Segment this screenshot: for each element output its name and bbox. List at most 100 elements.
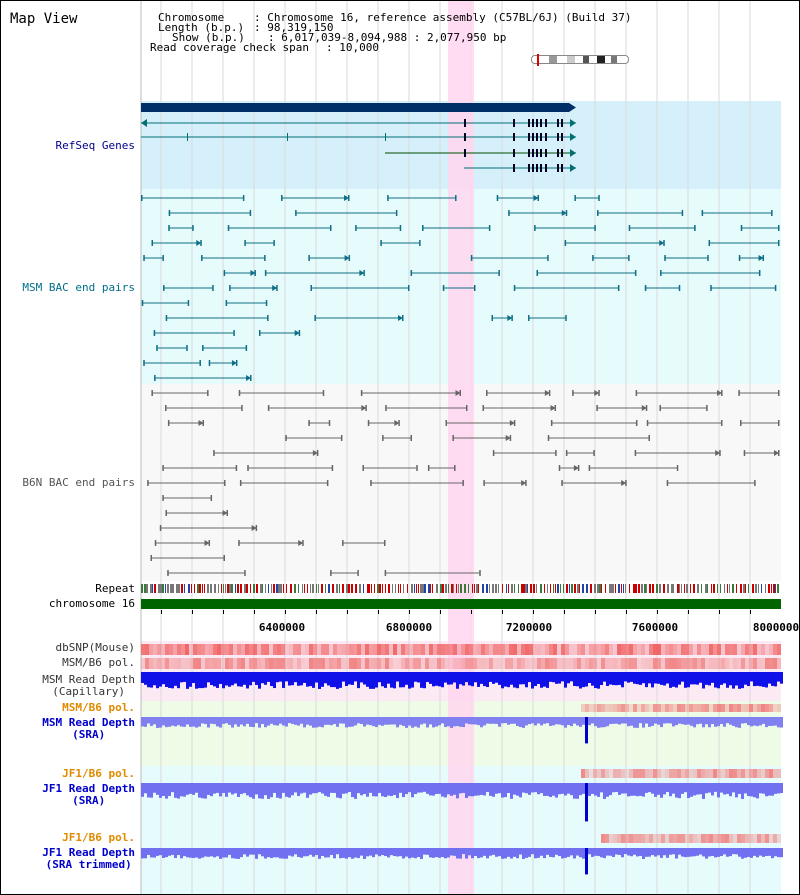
jf1-trimmed-depth bbox=[453, 848, 456, 856]
repeat-element bbox=[339, 584, 340, 593]
msm-capillary-depth bbox=[519, 672, 522, 685]
pol-cell bbox=[201, 658, 205, 669]
msm-sra-depth bbox=[183, 717, 186, 727]
dbsnp-cell bbox=[253, 644, 257, 655]
jf1-sra-depth bbox=[723, 783, 726, 795]
jf1-sra-depth bbox=[735, 783, 738, 798]
repeat-element bbox=[717, 584, 718, 593]
dbsnp-cell bbox=[693, 644, 697, 655]
repeat-element bbox=[566, 584, 568, 593]
msm-bac-pair-end bbox=[223, 270, 226, 276]
msm-bac-pair-end bbox=[355, 225, 357, 231]
repeat-element bbox=[623, 584, 624, 593]
b6n-bac-pair-end bbox=[238, 390, 241, 396]
jf1-sra-depth bbox=[705, 783, 708, 794]
pol-cell bbox=[621, 704, 625, 712]
pol-cell bbox=[617, 704, 621, 712]
jf1-sra-depth bbox=[681, 783, 684, 794]
pol-cell bbox=[673, 834, 677, 843]
repeat-element bbox=[283, 584, 284, 593]
pol-cell bbox=[681, 769, 685, 778]
dbsnp-cell bbox=[317, 644, 321, 655]
pol-cell bbox=[157, 658, 161, 669]
b6n-bac-pair-end bbox=[659, 405, 661, 411]
msm-sra-depth bbox=[579, 717, 582, 727]
msm-capillary-depth bbox=[414, 672, 417, 682]
jf1-sra-depth bbox=[501, 783, 504, 798]
msm-sra-depth bbox=[684, 717, 687, 725]
msm-capillary-depth bbox=[399, 672, 402, 688]
msm-bac-pair-arrow bbox=[272, 285, 278, 291]
repeat-element bbox=[223, 584, 224, 593]
jf1-sra-depth bbox=[219, 783, 222, 797]
msm-capillary-depth bbox=[318, 672, 321, 689]
dbsnp-cell bbox=[149, 644, 153, 655]
jf1-trimmed-depth bbox=[600, 848, 603, 858]
dbsnp-cell bbox=[241, 644, 245, 655]
msm-capillary-depth bbox=[732, 672, 735, 689]
msm-capillary-depth bbox=[174, 672, 177, 686]
gene-strand-arrow bbox=[141, 119, 147, 127]
jf1-sra-depth bbox=[264, 783, 267, 796]
jf1-sra-depth bbox=[192, 783, 195, 795]
msm-bac-pair-end bbox=[678, 285, 681, 291]
pol-cell bbox=[701, 704, 705, 712]
jf1-trimmed-depth bbox=[594, 848, 597, 856]
pol-cell bbox=[777, 769, 781, 778]
pol-cell bbox=[765, 769, 769, 778]
jf1-sra-depth bbox=[447, 783, 450, 795]
b6n-bac-pair-end bbox=[342, 540, 344, 546]
jf1-sra-depth bbox=[699, 783, 702, 795]
jf1-sra-depth bbox=[495, 783, 498, 794]
msm-capillary-depth bbox=[438, 672, 441, 687]
jf1-sra-depth bbox=[327, 783, 330, 797]
pol-cell bbox=[661, 704, 665, 712]
msm-sra-depth bbox=[165, 717, 168, 728]
jf1-sra-depth bbox=[180, 783, 183, 797]
msm-sra-depth bbox=[399, 717, 402, 725]
chromosome-bar bbox=[141, 599, 781, 609]
jf1-sra-depth bbox=[444, 783, 447, 798]
repeat-element bbox=[178, 584, 180, 593]
pol-cell bbox=[605, 658, 609, 669]
msm-capillary-depth bbox=[774, 672, 777, 687]
msm-bac-pair-end bbox=[592, 255, 594, 261]
jf1-trimmed-depth bbox=[765, 848, 768, 856]
repeat-element bbox=[310, 584, 311, 593]
msm-capillary-depth bbox=[567, 672, 570, 684]
msm-sra-depth bbox=[249, 717, 252, 727]
exon bbox=[464, 133, 466, 141]
b6n-bac-pair-end bbox=[224, 480, 226, 486]
dbsnp-cell bbox=[281, 644, 285, 655]
pol-cell bbox=[725, 704, 729, 712]
jf1-trimmed-depth bbox=[738, 848, 741, 857]
dbsnp-cell bbox=[165, 644, 169, 655]
repeat-element bbox=[560, 584, 561, 593]
jf1-sra-depth bbox=[504, 783, 507, 798]
jf1-trimmed-depth bbox=[255, 848, 258, 859]
jf1-sra-depth bbox=[405, 783, 408, 795]
b6n-bac-pair-arrow bbox=[594, 390, 600, 396]
jf1-sra-depth bbox=[492, 783, 495, 797]
msm-bac-pair-end bbox=[534, 225, 536, 231]
msm-bac-pair-end bbox=[470, 255, 473, 261]
pol-cell bbox=[629, 704, 633, 712]
pol-cell bbox=[613, 834, 617, 843]
repeat-element bbox=[154, 584, 156, 593]
msm-sra-depth bbox=[228, 717, 231, 725]
pol-cell bbox=[725, 834, 729, 843]
jf1-trimmed-depth bbox=[525, 848, 528, 858]
b6n-bac-pair-end bbox=[367, 420, 370, 426]
exon bbox=[557, 149, 559, 157]
pol-cell bbox=[365, 658, 369, 669]
dbsnp-cell bbox=[573, 644, 577, 655]
repeat-element bbox=[150, 584, 152, 593]
dbsnp-cell bbox=[305, 644, 309, 655]
label-msm-depth-sra: MSM Read Depth (SRA) bbox=[42, 716, 135, 741]
chromosome-ideogram[interactable] bbox=[531, 54, 629, 66]
msm-sra-depth bbox=[612, 717, 615, 724]
b6n-bac-pair-end bbox=[479, 570, 481, 576]
msm-sra-depth bbox=[306, 717, 309, 725]
msm-sra-depth bbox=[144, 717, 147, 727]
